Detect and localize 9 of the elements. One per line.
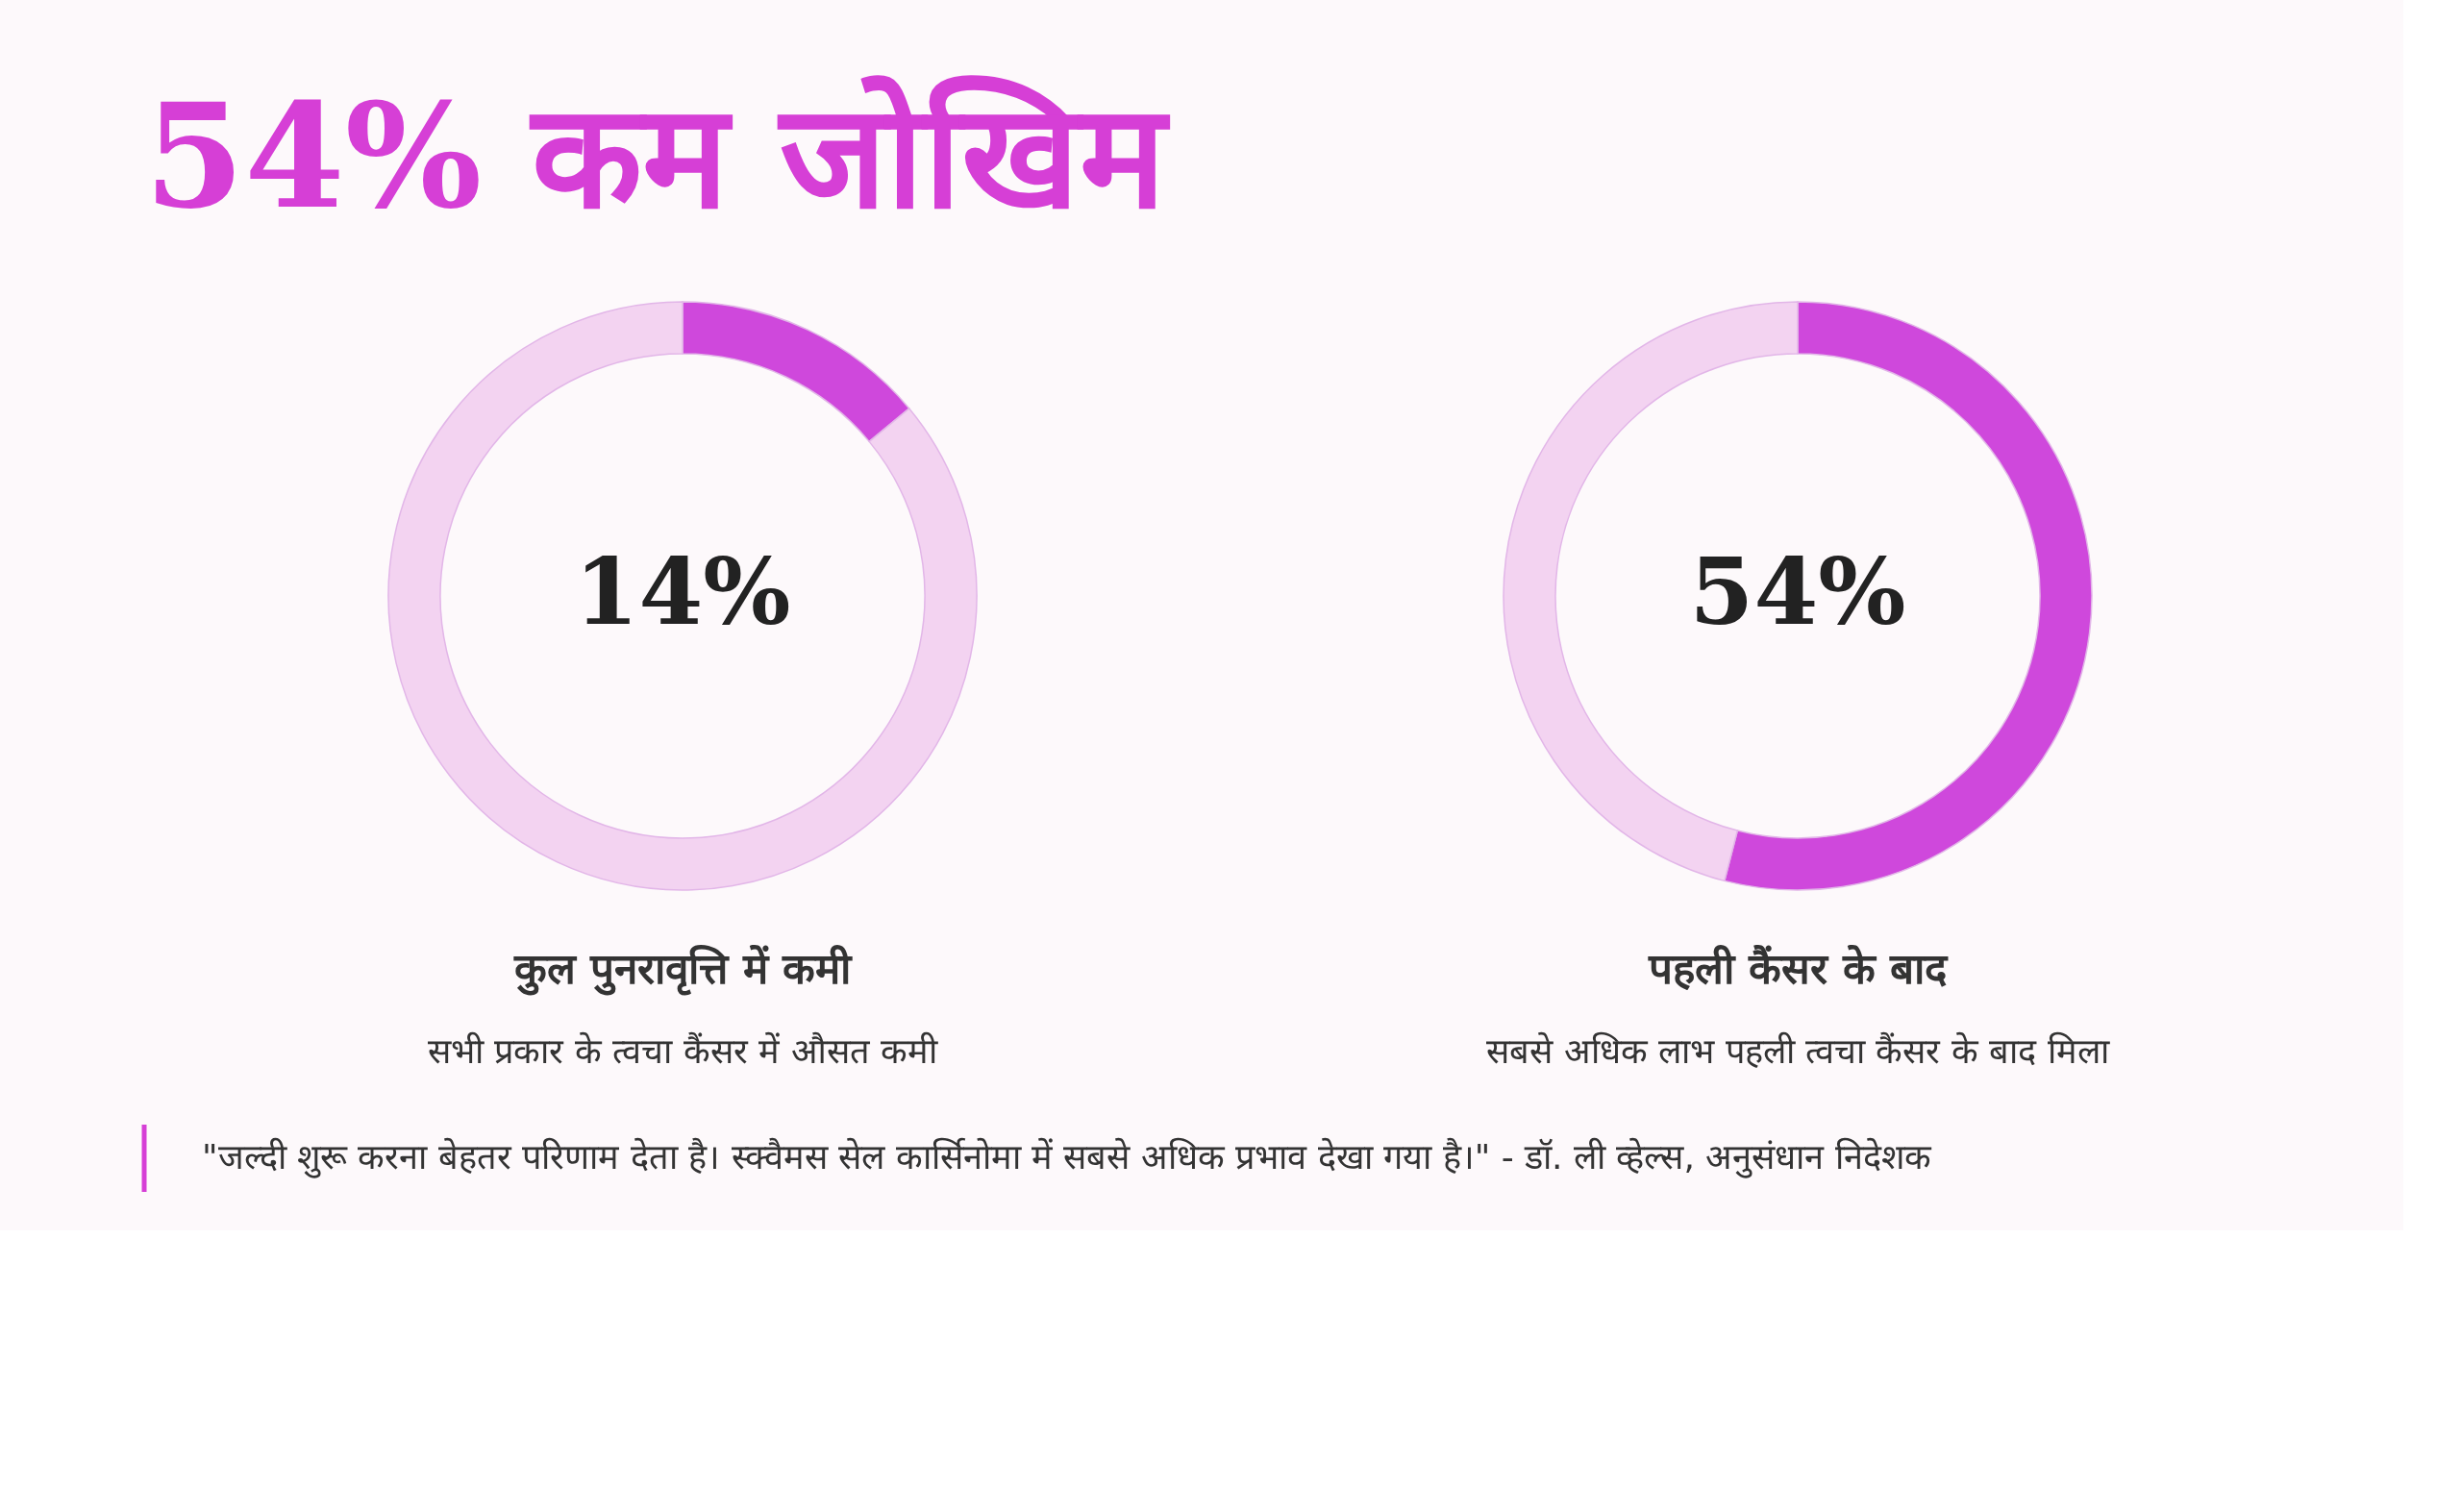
data-label: 54% [1689, 537, 1906, 646]
text: कुल पुनरावृत्ति में कमी [513, 944, 853, 996]
data-label: 14% [574, 537, 791, 646]
donut-slice [387, 301, 978, 891]
text: "जल्दी शुरू करना बेहतर परिणाम देता है। स्क्वैमस सेल कार्सिनोमा में सबसे अधिक प्रभाव देखा गया है।" - डॉ. ली व्हेल्स, अनुसंधान निदेशक [202, 1137, 1932, 1178]
text: पहली कैंसर के बाद [1648, 944, 1949, 993]
text: 54% कम जोखिम [144, 71, 1171, 240]
text: सबसे अधिक लाभ पहली त्वचा कैंसर के बाद मिला [1486, 1031, 2110, 1071]
text: सभी प्रकार के त्वचा कैंसर में औसत कमी [427, 1031, 939, 1071]
